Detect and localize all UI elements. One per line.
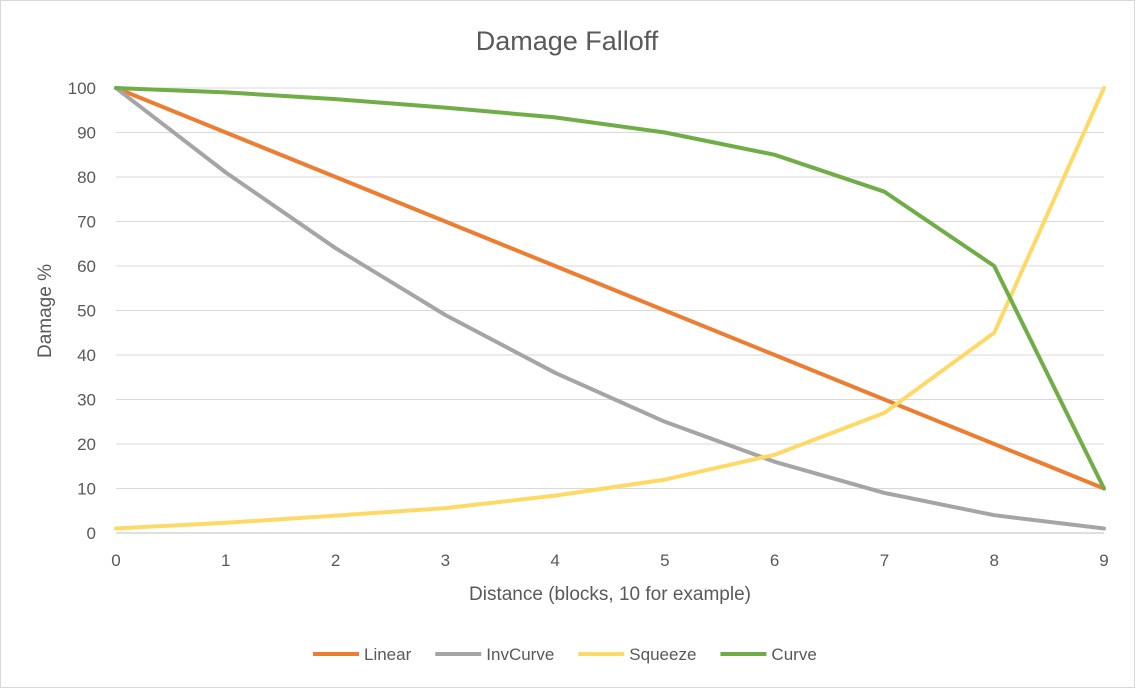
y-tick-label: 50	[77, 302, 96, 321]
x-tick-label: 3	[441, 551, 450, 570]
x-axis-ticks: 0 1 2 3 4 5 6 7 8 9	[111, 551, 1108, 570]
legend-label-invcurve: InvCurve	[486, 645, 554, 664]
y-tick-label: 20	[77, 435, 96, 454]
x-tick-label: 5	[660, 551, 669, 570]
series-line-squeeze	[114, 86, 1106, 531]
x-tick-label: 6	[770, 551, 779, 570]
y-tick-label: 60	[77, 257, 96, 276]
x-tick-label: 2	[331, 551, 340, 570]
y-tick-label: 100	[68, 79, 96, 98]
series-line-curve	[114, 86, 1106, 491]
x-tick-label: 0	[111, 551, 120, 570]
gridlines	[116, 87, 1104, 534]
series-line-invcurve	[114, 86, 1106, 531]
y-tick-label: 90	[77, 124, 96, 143]
x-axis-title: Distance (blocks, 10 for example)	[469, 584, 751, 605]
legend-label-curve: Curve	[771, 645, 816, 664]
x-tick-label: 1	[221, 551, 230, 570]
y-tick-label: 40	[77, 346, 96, 365]
y-tick-label: 80	[77, 168, 96, 187]
y-axis-ticks: 0 10 20 30 40 50 60 70 80 90 100	[68, 79, 96, 543]
chart-title: Damage Falloff	[476, 26, 659, 56]
y-tick-label: 30	[77, 391, 96, 410]
x-tick-label: 8	[989, 551, 998, 570]
y-tick-label: 0	[87, 524, 96, 543]
legend-label-squeeze: Squeeze	[629, 645, 696, 664]
x-tick-label: 7	[880, 551, 889, 570]
series-line-linear	[114, 86, 1106, 491]
series-lines	[114, 86, 1106, 531]
x-tick-label: 4	[550, 551, 559, 570]
y-axis-title: Damage %	[35, 264, 56, 358]
legend: Linear InvCurve Squeeze Curve	[313, 645, 817, 664]
legend-label-linear: Linear	[364, 645, 412, 664]
x-tick-label: 9	[1099, 551, 1108, 570]
y-tick-label: 10	[77, 480, 96, 499]
y-tick-label: 70	[77, 213, 96, 232]
